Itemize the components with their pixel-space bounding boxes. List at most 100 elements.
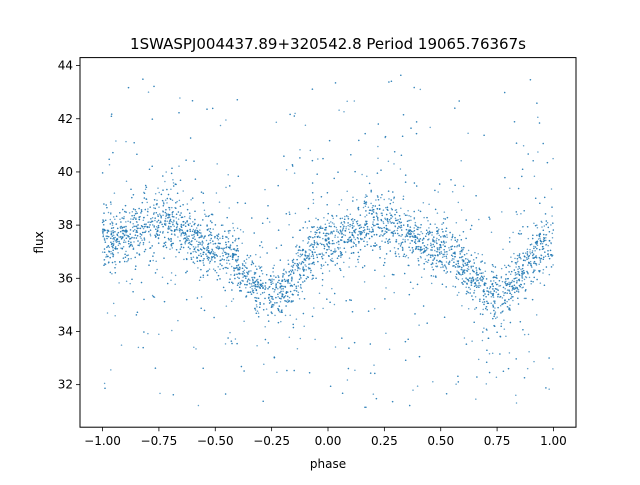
data-point [206,257,209,259]
data-point [357,258,359,261]
data-point [136,226,138,228]
data-point [316,226,319,229]
data-point [254,300,257,302]
data-point [515,211,518,213]
data-point [299,267,301,270]
data-point [264,285,266,287]
data-point [275,247,278,249]
data-point [545,220,548,222]
data-point [357,240,360,243]
data-point [381,214,383,217]
data-point [217,235,219,238]
data-point [534,256,537,258]
data-point [461,255,464,258]
data-point [115,140,117,142]
data-point [162,189,164,191]
data-point [492,285,494,287]
data-point [542,258,545,260]
data-point [415,121,418,123]
data-point [190,244,193,246]
data-point [186,220,188,223]
data-point [103,220,105,222]
data-point [252,289,255,292]
data-point [339,217,342,220]
data-point [357,234,359,236]
data-point [104,387,106,389]
data-point [376,218,379,220]
data-point [337,171,339,173]
data-point [219,263,221,265]
data-point [527,255,530,258]
data-point [302,266,304,268]
data-point [125,225,127,228]
data-point [359,232,362,235]
data-point [407,223,409,226]
data-point [532,234,534,236]
data-point [377,219,379,222]
data-point [311,315,314,318]
data-point [383,275,386,277]
data-point [291,163,294,166]
data-point [298,278,301,281]
data-point [473,285,476,288]
data-point [365,223,368,225]
data-point [530,264,532,266]
data-point [363,231,366,233]
data-point [138,244,141,247]
data-point [231,281,233,284]
data-point [284,285,286,288]
data-point [153,207,155,209]
data-point [259,303,261,305]
data-point [455,273,458,275]
data-point [479,285,482,287]
data-point [357,206,360,209]
data-point [478,268,481,271]
data-point [521,277,524,279]
data-point [236,201,239,204]
data-point [345,225,347,228]
data-point [199,243,201,245]
data-point [111,272,113,275]
data-point [178,199,181,202]
data-point [497,306,499,309]
data-point [187,238,189,240]
data-point [228,281,231,284]
data-point [418,264,420,266]
data-point [457,265,459,267]
data-point [418,233,421,236]
data-point [158,333,160,336]
data-point [372,211,375,213]
data-point [143,192,146,195]
data-point [506,292,508,294]
data-point [242,270,244,273]
data-point [321,252,323,255]
data-point [542,238,545,241]
data-point [446,250,448,253]
data-point [284,295,287,297]
data-point [351,231,353,234]
data-point [466,267,469,270]
data-point [538,122,541,124]
data-point [192,237,194,239]
data-point [439,244,442,246]
data-point [401,234,403,236]
data-point [538,256,541,259]
data-point [256,344,258,347]
data-point [428,227,430,229]
data-point [333,177,335,180]
data-point [369,372,372,374]
data-point [435,241,437,243]
data-point [228,207,230,209]
data-point [103,230,105,232]
data-point [288,296,291,299]
data-point [180,243,183,246]
data-point [548,240,551,242]
data-point [142,243,145,246]
data-point [236,261,238,263]
data-point [362,206,365,209]
data-point [285,271,288,274]
data-point [199,248,202,250]
data-point [412,236,414,238]
data-point [149,247,152,249]
data-point [154,272,157,274]
